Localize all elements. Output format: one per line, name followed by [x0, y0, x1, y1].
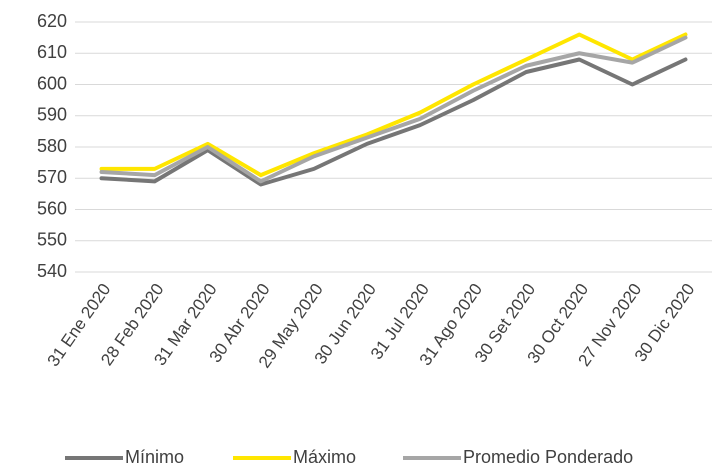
- y-tick-label: 550: [37, 230, 67, 250]
- series-line: [99, 32, 688, 178]
- y-tick-label: 620: [37, 11, 67, 31]
- series-line: [99, 57, 688, 187]
- legend-label: Promedio Ponderado: [463, 447, 633, 467]
- y-tick-label: 580: [37, 136, 67, 156]
- y-tick-label: 560: [37, 198, 67, 218]
- y-tick-label: 590: [37, 105, 67, 125]
- legend-label: Máximo: [293, 447, 356, 467]
- legend-label: Mínimo: [125, 447, 184, 467]
- y-tick-label: 600: [37, 73, 67, 93]
- y-tick-label: 540: [37, 261, 67, 281]
- y-tick-label: 610: [37, 42, 67, 62]
- y-tick-label: 570: [37, 167, 67, 187]
- series-line: [99, 35, 688, 184]
